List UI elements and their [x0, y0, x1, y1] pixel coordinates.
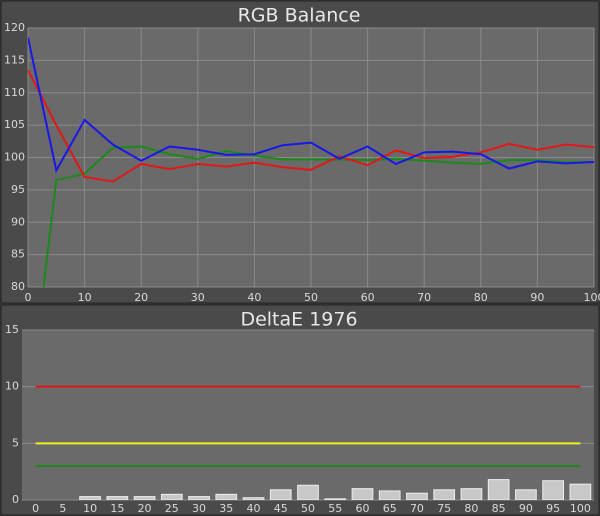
- bar: [569, 483, 592, 500]
- bar: [297, 484, 319, 500]
- bar: [160, 493, 183, 500]
- x-tick-label: 0: [25, 291, 32, 304]
- y-tick-label: 15: [5, 323, 19, 336]
- y-tick-label: 120: [4, 21, 25, 34]
- x-tick-label: 100: [584, 291, 600, 304]
- y-tick-label: 95: [11, 183, 25, 196]
- x-tick-label: 30: [191, 291, 205, 304]
- x-tick-label: 75: [437, 502, 451, 515]
- y-tick-label: 0: [12, 493, 19, 506]
- x-tick-label: 100: [570, 502, 591, 515]
- plot: [35, 385, 592, 500]
- x-tick-label: 80: [474, 291, 488, 304]
- bar: [433, 489, 456, 500]
- x-tick-label: 45: [274, 502, 288, 515]
- bar: [351, 488, 374, 500]
- y-tick-label: 110: [4, 86, 25, 99]
- x-tick-label: 95: [546, 502, 560, 515]
- x-tick-label: 0: [32, 502, 39, 515]
- series-line: [42, 145, 594, 287]
- bar: [460, 488, 483, 500]
- x-tick-label: 80: [464, 502, 478, 515]
- bar: [188, 496, 210, 500]
- x-tick-label: 90: [530, 291, 544, 304]
- y-tick-label: 105: [4, 118, 25, 131]
- bar: [542, 480, 564, 500]
- x-tick-label: 40: [247, 291, 261, 304]
- y-tick-label: 90: [11, 215, 25, 228]
- x-tick-label: 20: [138, 502, 152, 515]
- x-tick-label: 85: [492, 502, 506, 515]
- series-line: [28, 69, 594, 183]
- x-tick-label: 40: [247, 502, 261, 515]
- plot: [28, 37, 594, 287]
- x-tick-label: 15: [110, 502, 124, 515]
- x-tick-label: 25: [165, 502, 179, 515]
- x-tick-label: 50: [304, 291, 318, 304]
- y-tick-label: 115: [4, 53, 25, 66]
- y-tick-label: 10: [5, 380, 19, 393]
- x-tick-label: 60: [361, 291, 375, 304]
- bar: [515, 489, 537, 500]
- plot-area: [22, 330, 594, 500]
- x-tick-label: 50: [301, 502, 315, 515]
- x-tick-label: 30: [192, 502, 206, 515]
- x-tick-label: 65: [383, 502, 397, 515]
- bar: [406, 492, 428, 500]
- x-tick-label: 70: [417, 291, 431, 304]
- x-tick-label: 10: [83, 502, 97, 515]
- y-tick-label: 5: [12, 436, 19, 449]
- bar: [242, 497, 265, 500]
- x-tick-label: 55: [328, 502, 342, 515]
- x-tick-label: 60: [355, 502, 369, 515]
- bar: [324, 498, 347, 500]
- x-tick-label: 20: [134, 291, 148, 304]
- chart-title: RGB Balance: [238, 5, 361, 27]
- bar: [269, 489, 292, 500]
- x-tick-label: 90: [519, 502, 533, 515]
- x-tick-label: 70: [410, 502, 424, 515]
- chart-title: DeltaE 1976: [240, 309, 357, 331]
- y-tick-label: 100: [4, 151, 25, 164]
- bar: [79, 496, 101, 500]
- bar: [133, 496, 156, 500]
- bar: [215, 493, 238, 500]
- bar: [378, 490, 401, 500]
- x-tick-label: 5: [59, 502, 66, 515]
- series-line: [28, 37, 594, 174]
- x-tick-label: 10: [78, 291, 92, 304]
- bar: [487, 479, 510, 500]
- y-tick-label: 80: [11, 280, 25, 293]
- bar: [106, 496, 129, 500]
- y-tick-label: 85: [11, 248, 25, 261]
- x-tick-label: 35: [219, 502, 233, 515]
